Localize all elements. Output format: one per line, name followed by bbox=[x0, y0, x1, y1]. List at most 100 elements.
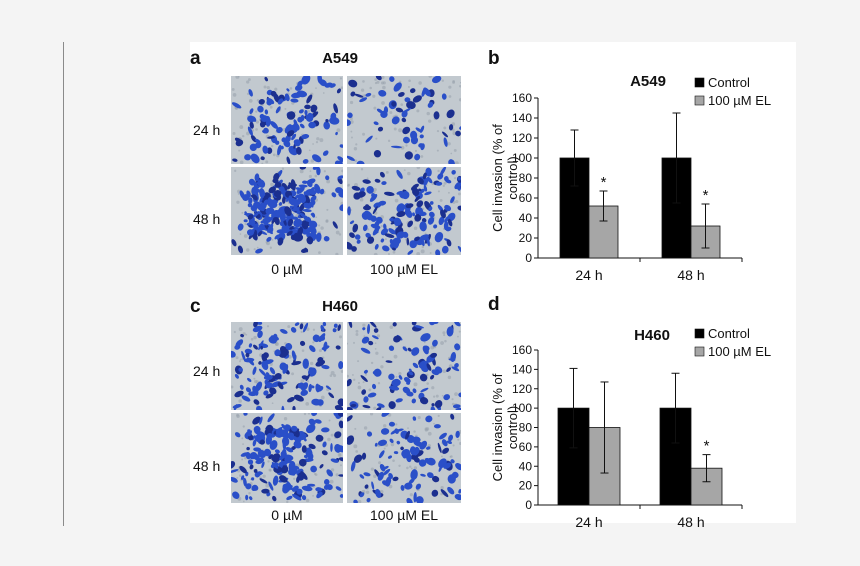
membrane-pore bbox=[387, 253, 391, 255]
membrane-pore bbox=[351, 136, 353, 139]
stained-cell bbox=[315, 434, 324, 442]
stained-cell bbox=[231, 239, 237, 247]
stained-cell bbox=[407, 250, 414, 255]
membrane-pore bbox=[335, 230, 340, 235]
stained-cell bbox=[274, 234, 280, 240]
stained-cell bbox=[438, 464, 443, 472]
micrograph-h460-el-48h bbox=[347, 413, 461, 503]
stained-cell bbox=[330, 458, 339, 463]
stained-cell bbox=[239, 384, 244, 390]
membrane-pore bbox=[350, 130, 353, 133]
membrane-pore bbox=[318, 251, 321, 254]
membrane-pore bbox=[338, 335, 342, 339]
membrane-pore bbox=[373, 252, 378, 255]
membrane-pore bbox=[232, 93, 237, 97]
membrane-pore bbox=[392, 459, 395, 462]
stained-cell bbox=[377, 471, 384, 481]
stained-cell bbox=[437, 173, 444, 180]
stained-cell bbox=[442, 447, 450, 454]
membrane-pore bbox=[303, 413, 307, 416]
stained-cell bbox=[402, 451, 408, 459]
stained-cell bbox=[288, 195, 293, 202]
membrane-pore bbox=[394, 198, 399, 203]
stained-cell bbox=[332, 328, 337, 333]
stained-cell bbox=[338, 420, 343, 429]
membrane-pore bbox=[248, 491, 251, 495]
stained-cell bbox=[431, 369, 440, 376]
stained-cell bbox=[440, 489, 449, 498]
stained-cell bbox=[335, 486, 342, 491]
membrane-pore bbox=[355, 450, 359, 453]
membrane-pore bbox=[426, 184, 428, 187]
stained-cell bbox=[441, 439, 448, 447]
stained-cell bbox=[389, 217, 394, 222]
stained-cell bbox=[241, 350, 246, 362]
membrane-pore bbox=[413, 226, 418, 231]
stained-cell bbox=[368, 340, 374, 346]
x-tick-label: 48 h bbox=[677, 267, 704, 283]
stained-cell bbox=[402, 346, 408, 352]
stained-cell bbox=[277, 98, 284, 105]
stained-cell bbox=[434, 231, 444, 243]
stained-cell bbox=[371, 335, 379, 340]
membrane-pore bbox=[305, 401, 310, 406]
stained-cell bbox=[398, 92, 405, 97]
stained-cell bbox=[426, 446, 431, 450]
membrane-pore bbox=[350, 120, 354, 124]
stained-cell bbox=[420, 387, 429, 393]
stained-cell bbox=[280, 328, 288, 334]
stained-cell bbox=[325, 175, 330, 181]
stained-cell bbox=[406, 497, 413, 503]
stained-cell bbox=[245, 494, 249, 501]
membrane-pore bbox=[323, 170, 326, 173]
membrane-pore bbox=[437, 169, 440, 173]
stained-cell bbox=[415, 127, 422, 133]
membrane-pore bbox=[442, 331, 446, 335]
membrane-pore bbox=[270, 182, 274, 187]
stained-cell bbox=[235, 339, 244, 348]
stained-cell bbox=[247, 429, 251, 432]
membrane-pore bbox=[254, 379, 258, 384]
stained-cell bbox=[298, 184, 308, 188]
stained-cell bbox=[286, 111, 296, 120]
membrane-pore bbox=[398, 371, 402, 376]
panel-a-row-48h: 48 h bbox=[193, 211, 221, 227]
stained-cell bbox=[433, 111, 440, 120]
membrane-pore bbox=[263, 85, 267, 89]
membrane-pore bbox=[373, 187, 377, 192]
stained-cell bbox=[277, 237, 284, 246]
membrane-pore bbox=[373, 106, 377, 110]
stained-cell bbox=[402, 136, 410, 144]
membrane-pore bbox=[388, 484, 393, 489]
stained-cell bbox=[310, 465, 317, 473]
membrane-pore bbox=[407, 85, 410, 88]
stained-cell bbox=[455, 430, 460, 439]
membrane-pore bbox=[271, 402, 274, 405]
stained-cell bbox=[455, 462, 461, 471]
y-tick-label: 120 bbox=[512, 382, 532, 396]
membrane-pore bbox=[350, 209, 353, 211]
stained-cell bbox=[262, 130, 267, 134]
membrane-pore bbox=[444, 339, 447, 343]
membrane-pore bbox=[316, 137, 320, 141]
y-tick-label: 100 bbox=[512, 151, 532, 165]
membrane-pore bbox=[266, 86, 270, 90]
stained-cell bbox=[434, 400, 443, 408]
stained-cell bbox=[271, 462, 279, 469]
stained-cell bbox=[448, 434, 454, 442]
stained-cell bbox=[328, 392, 335, 399]
stained-cell bbox=[406, 435, 415, 444]
stained-cell bbox=[284, 454, 294, 461]
membrane-pore bbox=[381, 356, 384, 359]
micrograph-a549-el-48h bbox=[347, 167, 461, 255]
membrane-pore bbox=[335, 473, 339, 477]
membrane-pore bbox=[370, 467, 374, 471]
stained-cell bbox=[426, 457, 436, 466]
stained-cell bbox=[231, 350, 236, 358]
micrograph-canvas bbox=[347, 76, 461, 164]
membrane-pore bbox=[375, 351, 379, 355]
stained-cell bbox=[387, 455, 393, 459]
stained-cell bbox=[435, 249, 441, 255]
stained-cell bbox=[410, 469, 418, 480]
stained-cell bbox=[374, 220, 380, 228]
